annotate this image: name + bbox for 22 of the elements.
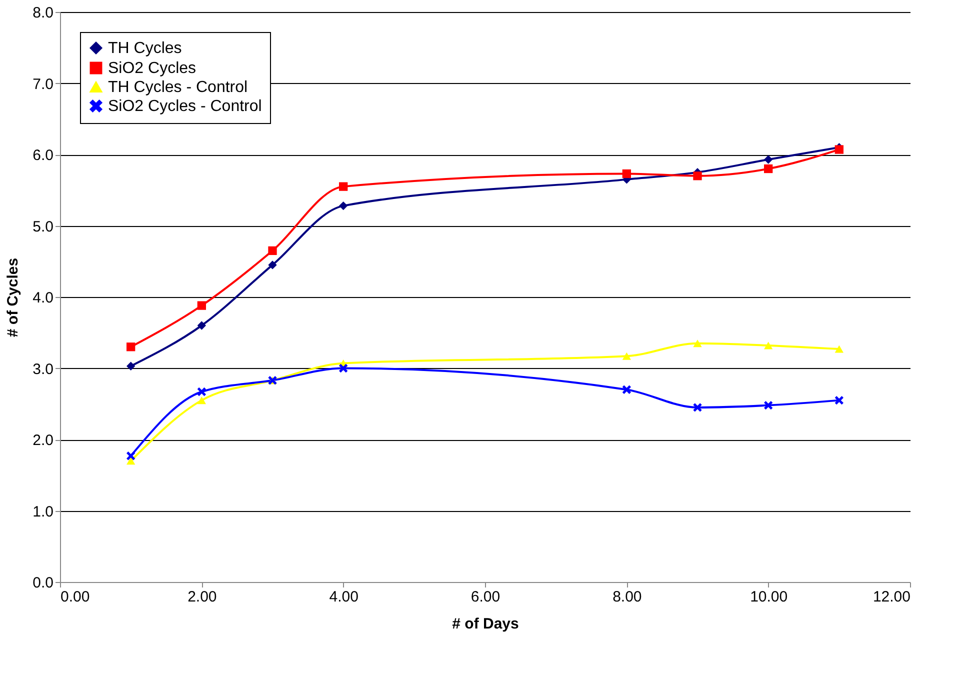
y-tick-label: 2.0: [32, 432, 54, 449]
legend-label: TH Cycles: [108, 40, 182, 57]
x-tick-label: 10.00: [750, 588, 788, 606]
x-tick-label: 0.00: [60, 588, 90, 606]
x-tick-label: 12.00: [872, 588, 910, 606]
y-axis-title: # of Cycles: [4, 258, 22, 338]
y-tick-label: 7.0: [32, 76, 54, 93]
legend-label: SiO2 Cycles - Control: [108, 98, 262, 115]
y-tick-label: 4.0: [32, 290, 54, 306]
y-tick-label: 8.0: [32, 4, 54, 22]
y-tick-label: 3.0: [32, 360, 54, 378]
y-tick-label: 1.0: [32, 503, 54, 520]
legend-label: SiO2 Cycles: [108, 60, 196, 77]
y-tick-label: 5.0: [32, 218, 54, 236]
legend-label: TH Cycles - Control: [108, 79, 248, 96]
x-axis-title: # of Days: [452, 616, 519, 632]
x-tick-label: 6.00: [470, 588, 500, 606]
x-tick-label: 2.00: [188, 588, 217, 606]
x-tick-label: 4.00: [329, 588, 358, 606]
y-tick-label: 6.0: [32, 147, 54, 164]
x-tick-label: 8.00: [612, 588, 642, 606]
y-tick-label: 0.0: [32, 574, 54, 592]
